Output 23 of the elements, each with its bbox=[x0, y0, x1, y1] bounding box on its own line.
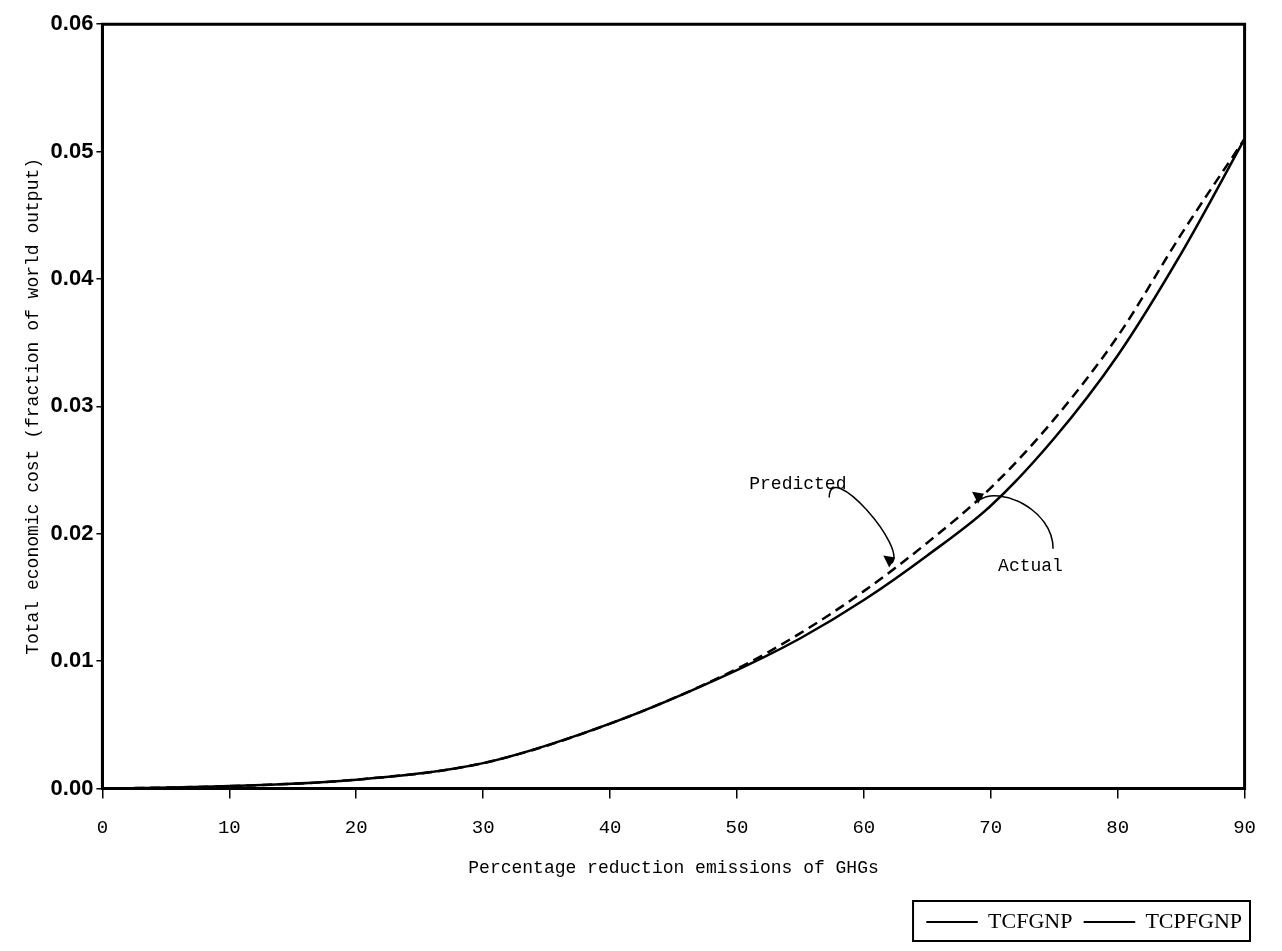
y-axis-title: Total economic cost (fraction of world output) bbox=[22, 157, 43, 655]
x-tick-label: 50 bbox=[725, 817, 749, 840]
x-tick-label: 90 bbox=[1233, 817, 1256, 840]
y-tick-label: 0.05 bbox=[50, 137, 94, 163]
x-tick-label: 80 bbox=[1106, 817, 1130, 840]
x-tick-label: 60 bbox=[852, 817, 876, 840]
x-tick-label: 10 bbox=[217, 817, 241, 840]
x-tick-label: 70 bbox=[979, 817, 1003, 840]
annotation: Actual bbox=[998, 555, 1063, 576]
legend-label: TCPFGNP bbox=[1145, 907, 1242, 933]
x-tick-label: 30 bbox=[471, 817, 495, 840]
y-tick-label: 0.00 bbox=[50, 774, 94, 800]
y-tick-label: 0.04 bbox=[50, 265, 95, 291]
y-tick-label: 0.03 bbox=[50, 392, 94, 418]
legend-label: TCFGNP bbox=[988, 907, 1073, 933]
x-tick-label: 20 bbox=[344, 817, 368, 840]
y-tick-label: 0.02 bbox=[50, 519, 94, 545]
x-tick-label: 40 bbox=[598, 817, 622, 840]
annotation: Predicted bbox=[749, 474, 847, 495]
y-tick-label: 0.01 bbox=[50, 647, 94, 673]
x-tick-label: 0 bbox=[96, 817, 109, 840]
x-axis-title: Percentage reduction emissions of GHGs bbox=[468, 857, 879, 878]
y-tick-label: 0.06 bbox=[50, 10, 94, 36]
